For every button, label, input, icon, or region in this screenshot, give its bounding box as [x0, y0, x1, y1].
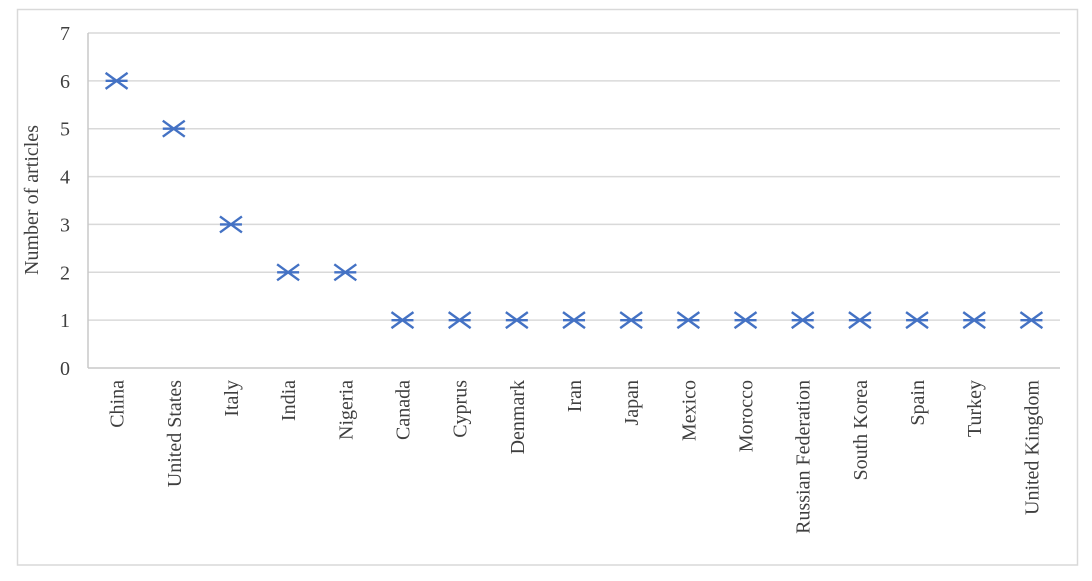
marker-japan	[619, 311, 643, 330]
y-tick-label-3: 3	[60, 214, 70, 236]
y-tick-label-6: 6	[60, 71, 70, 93]
x-category-label-spain: Spain	[907, 380, 929, 426]
marker-denmark	[505, 311, 529, 330]
marker-canada	[390, 311, 415, 330]
x-category-label-south-korea: South Korea	[850, 380, 872, 481]
x-category-label-turkey: Turkey	[964, 380, 986, 437]
y-tick-label-7: 7	[60, 23, 70, 45]
marker-spain	[905, 311, 929, 330]
y-tick-label-0: 0	[60, 358, 70, 380]
marker-nigeria	[333, 263, 357, 282]
x-category-label-canada: Canada	[392, 380, 414, 440]
x-category-label-japan: Japan	[621, 380, 643, 426]
chart-frame-border	[16, 8, 1079, 566]
marker-india	[276, 263, 300, 282]
x-category-label-united-kingdom: United Kingdom	[1021, 380, 1043, 515]
x-category-label-italy: Italy	[221, 380, 243, 417]
x-category-label-morocco: Morocco	[736, 380, 758, 452]
y-tick-label-4: 4	[60, 167, 70, 189]
marker-united-states	[162, 119, 186, 138]
marker-united-kingdom	[1019, 311, 1044, 330]
marker-italy	[219, 215, 243, 234]
x-category-label-india: India	[278, 380, 300, 421]
x-category-label-china: China	[107, 380, 129, 428]
x-category-label-united-states: United States	[164, 380, 186, 487]
y-tick-label-2: 2	[60, 262, 70, 284]
y-tick-label-1: 1	[60, 310, 70, 332]
marker-russian-federation	[791, 311, 815, 330]
x-category-label-mexico: Mexico	[678, 380, 700, 441]
marker-morocco	[733, 311, 758, 330]
marker-south-korea	[848, 311, 872, 330]
marker-turkey	[962, 311, 986, 330]
marker-china	[104, 71, 129, 90]
x-category-label-russian-federation: Russian Federation	[793, 380, 815, 534]
x-category-label-denmark: Denmark	[507, 380, 529, 454]
x-category-label-nigeria: Nigeria	[335, 380, 357, 440]
marker-iran	[562, 311, 586, 330]
x-category-label-iran: Iran	[564, 380, 586, 412]
y-tick-label-5: 5	[60, 119, 70, 141]
x-category-label-cyprus: Cyprus	[450, 380, 472, 438]
marker-cyprus	[447, 311, 472, 330]
y-axis-title: Number of articles	[21, 125, 43, 275]
marker-mexico	[676, 311, 701, 330]
